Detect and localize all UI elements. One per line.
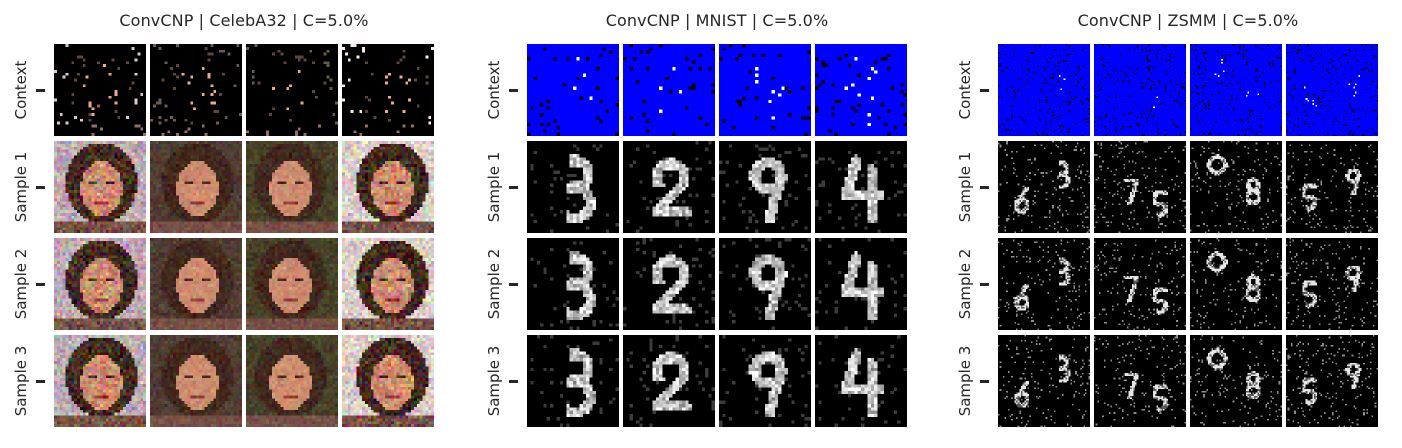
sample-image	[1190, 238, 1282, 330]
y-tick	[980, 186, 989, 189]
sample-image	[998, 335, 1090, 427]
y-tick	[36, 89, 45, 92]
row-label-sample-1: Sample 1	[12, 151, 30, 223]
row-label-context: Context	[12, 60, 30, 120]
sample-image	[246, 335, 338, 427]
context-image	[623, 44, 715, 136]
row-label-sample-1: Sample 1	[956, 151, 974, 223]
row-label-context: Context	[485, 60, 503, 120]
row-label-context: Context	[956, 60, 974, 120]
sample-image	[1286, 335, 1378, 427]
row-label-sample-3: Sample 3	[12, 345, 30, 417]
sample-image	[527, 238, 619, 330]
sample-image	[623, 238, 715, 330]
sample-image	[54, 238, 146, 330]
y-tick	[509, 89, 518, 92]
sample-image	[527, 335, 619, 427]
context-image	[527, 44, 619, 136]
panel-title: ConvCNP | ZSMM | C=5.0%	[1077, 11, 1299, 30]
sample-image	[719, 141, 811, 233]
panel-title: ConvCNP | MNIST | C=5.0%	[605, 11, 829, 30]
sample-image	[1094, 335, 1186, 427]
sample-image	[719, 335, 811, 427]
sample-image	[150, 335, 242, 427]
sample-image	[150, 141, 242, 233]
row-label-sample-3: Sample 3	[956, 345, 974, 417]
row-label-sample-2: Sample 2	[485, 248, 503, 320]
y-tick	[509, 186, 518, 189]
y-tick	[980, 283, 989, 286]
sample-image	[1286, 141, 1378, 233]
y-tick	[509, 380, 518, 383]
y-tick	[36, 283, 45, 286]
sample-image	[815, 335, 907, 427]
sample-image	[815, 141, 907, 233]
context-image	[1190, 44, 1282, 136]
sample-image	[1190, 335, 1282, 427]
row-label-sample-1: Sample 1	[485, 151, 503, 223]
y-tick	[36, 186, 45, 189]
sample-image	[623, 335, 715, 427]
y-tick	[509, 283, 518, 286]
context-image	[998, 44, 1090, 136]
sample-image	[54, 141, 146, 233]
sample-image	[1286, 238, 1378, 330]
sample-image	[54, 335, 146, 427]
sample-image	[246, 238, 338, 330]
context-image	[1094, 44, 1186, 136]
context-image	[150, 44, 242, 136]
y-tick	[980, 380, 989, 383]
y-tick	[980, 89, 989, 92]
context-image	[815, 44, 907, 136]
sample-image	[719, 238, 811, 330]
sample-image	[998, 141, 1090, 233]
sample-image	[246, 141, 338, 233]
y-tick	[36, 380, 45, 383]
panel-title: ConvCNP | CelebA32 | C=5.0%	[119, 11, 369, 30]
context-image	[246, 44, 338, 136]
sample-image	[815, 238, 907, 330]
row-label-sample-2: Sample 2	[956, 248, 974, 320]
context-image	[1286, 44, 1378, 136]
sample-image	[527, 141, 619, 233]
sample-image	[1094, 141, 1186, 233]
row-label-sample-3: Sample 3	[485, 345, 503, 417]
row-label-sample-2: Sample 2	[12, 248, 30, 320]
sample-image	[1094, 238, 1186, 330]
sample-image	[623, 141, 715, 233]
sample-image	[1190, 141, 1282, 233]
sample-image	[342, 238, 434, 330]
sample-image	[998, 238, 1090, 330]
sample-image	[342, 141, 434, 233]
context-image	[719, 44, 811, 136]
context-image	[54, 44, 146, 136]
context-image	[342, 44, 434, 136]
sample-image	[150, 238, 242, 330]
sample-image	[342, 335, 434, 427]
